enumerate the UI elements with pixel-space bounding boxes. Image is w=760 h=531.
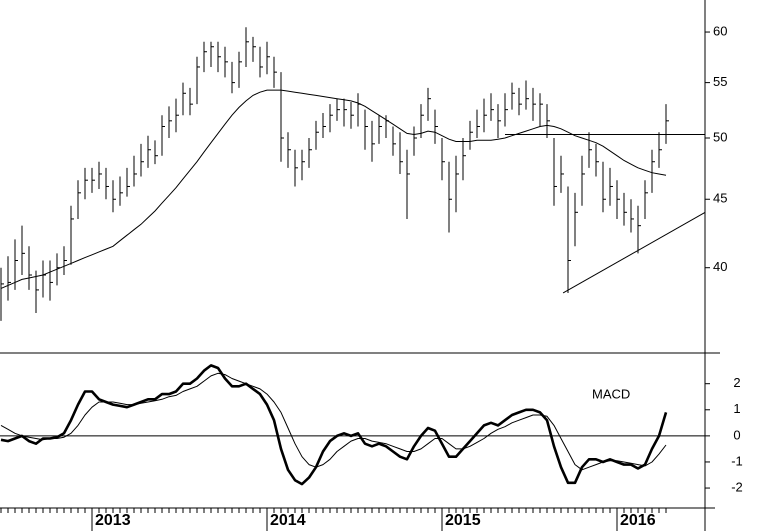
x-tick-label: 2013: [95, 512, 131, 529]
macd-label: MACD: [592, 386, 630, 401]
y-tick-label: 55: [713, 74, 727, 89]
y-tick-label: 45: [713, 191, 727, 206]
trend-line: [562, 211, 706, 294]
macd-line: [0, 372, 667, 471]
y-tick-label: 1: [733, 401, 740, 416]
x-tick-label: 2014: [270, 512, 306, 529]
y-tick-label: -2: [731, 479, 743, 494]
y-tick-label: 50: [713, 129, 727, 144]
y-tick-label: -1: [731, 453, 743, 468]
y-tick-label: 0: [733, 427, 740, 442]
macd-line: [0, 364, 668, 486]
y-tick-label: 60: [713, 23, 727, 38]
x-tick-label: 2015: [445, 512, 481, 529]
y-tick-label: 40: [713, 259, 727, 274]
y-tick-label: 2: [733, 375, 740, 390]
moving-average: [0, 89, 667, 289]
x-tick-label: 2016: [620, 512, 656, 529]
